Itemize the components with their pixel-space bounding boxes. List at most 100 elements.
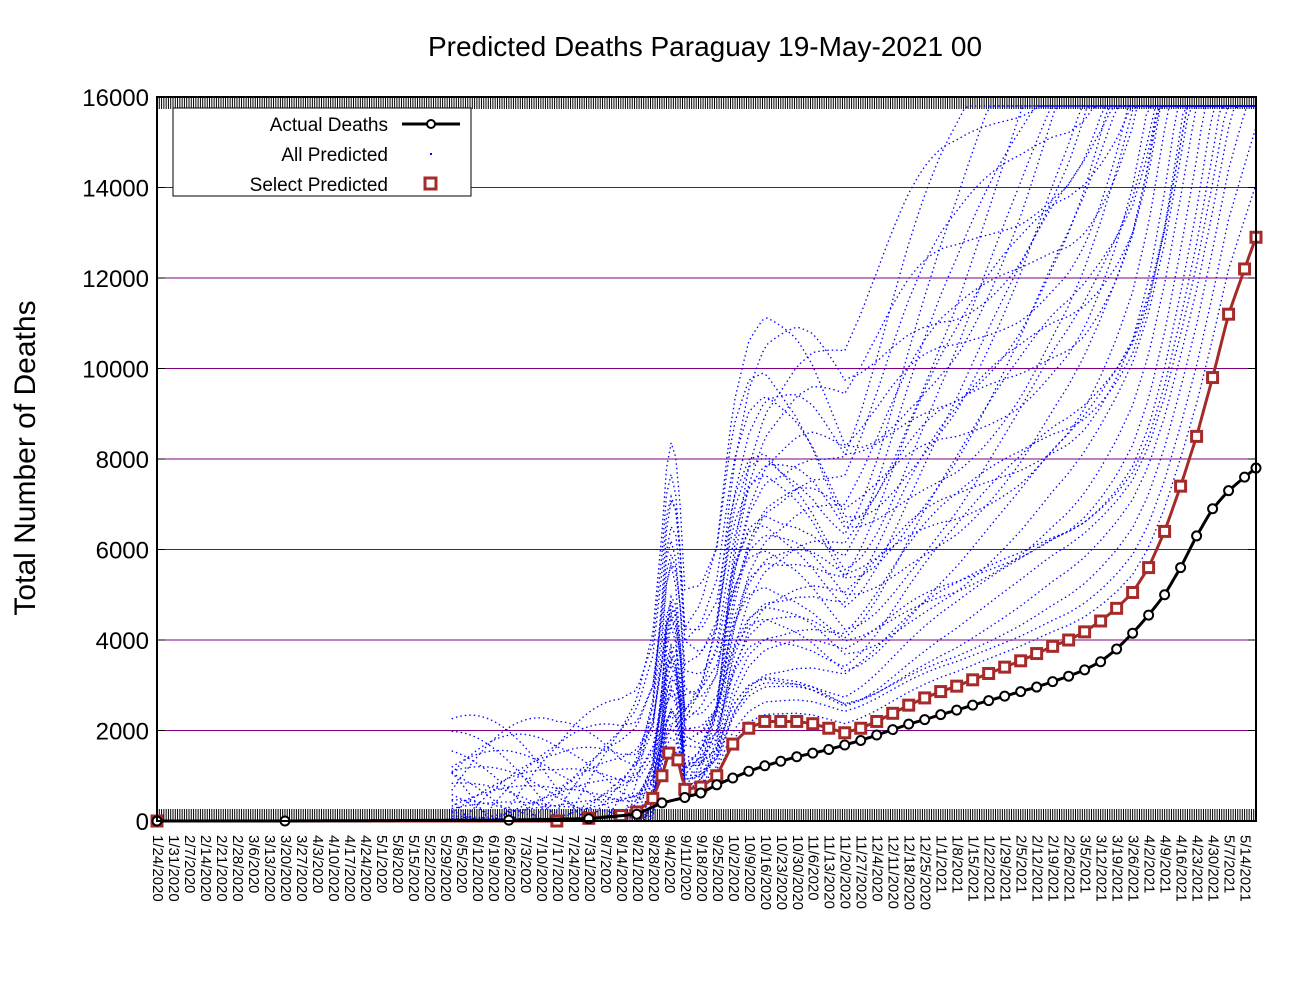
actual-deaths-point	[1159, 589, 1171, 601]
select-predicted-point	[790, 714, 804, 728]
all-predicted-curve	[451, 105, 1256, 822]
actual-deaths-point	[759, 760, 771, 772]
actual-deaths-point	[1063, 670, 1075, 682]
x-tick-label: 3/6/2020	[245, 835, 262, 893]
x-tick-label: 2/26/2021	[1061, 835, 1078, 902]
actual-deaths-point	[1031, 681, 1043, 693]
select-predicted-point	[982, 666, 996, 680]
actual-deaths-point	[855, 734, 867, 746]
select-predicted-point	[726, 737, 740, 751]
x-tick-label: 7/10/2020	[533, 835, 550, 902]
select-predicted-point	[806, 717, 820, 731]
all-predicted-curve	[451, 105, 1256, 822]
legend-all-marker	[430, 153, 432, 155]
x-axis-ticks: 1/24/20201/31/20202/7/20202/14/20202/21/…	[149, 97, 1257, 910]
chart-title: Predicted Deaths Paraguay 19-May-2021 00	[428, 31, 982, 62]
select-predicted-point	[1206, 371, 1220, 385]
actual-deaths-point	[935, 709, 947, 721]
x-tick-label: 7/24/2020	[565, 835, 582, 902]
actual-deaths-point	[951, 704, 963, 716]
actual-deaths-point	[1239, 471, 1251, 483]
x-tick-label: 9/25/2020	[709, 835, 726, 902]
select-predicted-point	[774, 714, 788, 728]
select-predicted-point	[1046, 639, 1060, 653]
x-tick-label: 4/23/2021	[1189, 835, 1206, 902]
actual-deaths-point	[967, 699, 979, 711]
all-predicted-curve	[451, 105, 1256, 807]
actual-deaths-point	[1079, 664, 1091, 676]
select-predicted-point	[918, 691, 932, 705]
x-tick-label: 8/14/2020	[613, 835, 630, 902]
select-predicted-point	[1222, 307, 1236, 321]
all-predicted-curve	[451, 105, 1256, 821]
actual-deaths-point	[727, 772, 739, 784]
all-predicted-curve	[451, 105, 1256, 822]
x-tick-label: 10/9/2020	[741, 835, 758, 902]
x-tick-label: 9/4/2020	[661, 835, 678, 893]
legend: Actual Deaths All Predicted Select Predi…	[172, 107, 472, 197]
select-predicted-point	[1158, 524, 1172, 538]
actual-deaths-point	[823, 744, 835, 756]
x-tick-label: 2/12/2021	[1029, 835, 1046, 902]
x-tick-label: 5/22/2020	[421, 835, 438, 902]
select-predicted-point	[1014, 654, 1028, 668]
y-axis-label: Total Number of Deaths	[9, 300, 42, 615]
all-predicted-curve	[451, 105, 1256, 822]
actual-deaths-point	[887, 724, 899, 736]
all-predicted-curve	[451, 105, 1256, 822]
x-tick-label: 3/19/2021	[1109, 835, 1126, 902]
x-tick-label: 10/30/2020	[789, 835, 806, 910]
all-predicted-curve	[451, 237, 1257, 822]
all-predicted-curve	[451, 105, 1256, 822]
x-tick-label: 4/30/2021	[1205, 835, 1222, 902]
select-predicted-point	[1078, 625, 1092, 639]
select-predicted-point	[1126, 585, 1140, 599]
x-tick-label: 4/9/2021	[1157, 835, 1174, 893]
legend-actual-marker	[426, 119, 436, 129]
legend-actual-label: Actual Deaths	[270, 115, 388, 136]
all-predicted-curve	[451, 105, 1256, 822]
actual-deaths-point	[919, 714, 931, 726]
y-tick-label: 2000	[96, 719, 149, 746]
select-predicted-point	[646, 791, 660, 805]
x-tick-label: 4/3/2020	[309, 835, 326, 893]
all-predicted-curve	[451, 105, 1256, 799]
select-predicted-point	[966, 673, 980, 687]
select-predicted-point	[822, 721, 836, 735]
x-tick-label: 11/13/2020	[821, 835, 838, 909]
actual-deaths-point	[1111, 643, 1123, 655]
select-predicted-point	[1094, 614, 1108, 628]
all-predicted-series	[451, 105, 1257, 822]
x-tick-label: 11/6/2020	[805, 835, 822, 901]
all-predicted-curve	[451, 105, 1256, 822]
all-predicted-curve	[451, 105, 1256, 822]
x-tick-label: 2/19/2021	[1045, 835, 1062, 902]
x-tick-label: 2/7/2020	[181, 835, 198, 893]
actual-deaths-point	[1223, 485, 1235, 497]
x-tick-label: 1/1/2021	[933, 835, 950, 893]
x-tick-label: 4/10/2020	[325, 835, 342, 902]
x-tick-label: 5/1/2020	[373, 835, 390, 893]
x-tick-label: 1/29/2021	[997, 835, 1014, 902]
x-tick-label: 2/5/2021	[1013, 835, 1030, 893]
x-tick-label: 7/17/2020	[549, 835, 566, 902]
select-predicted-point	[854, 721, 868, 735]
actual-deaths-point	[631, 808, 643, 820]
select-predicted-point	[655, 769, 669, 783]
all-predicted-curve	[451, 105, 1256, 814]
y-tick-label: 8000	[96, 447, 149, 474]
actual-deaths-point	[983, 695, 995, 707]
x-tick-label: 1/24/2020	[149, 835, 166, 902]
x-tick-label: 2/21/2020	[213, 835, 230, 902]
all-predicted-curve	[451, 105, 1256, 822]
y-tick-label: 14000	[82, 176, 149, 203]
actual-deaths-point	[679, 791, 691, 803]
select-predicted-point	[1238, 262, 1252, 276]
actual-deaths-point	[743, 765, 755, 777]
x-tick-label: 3/26/2021	[1125, 835, 1142, 902]
x-tick-label: 5/8/2020	[389, 835, 406, 893]
x-tick-label: 8/21/2020	[629, 835, 646, 902]
all-predicted-curve	[451, 105, 1256, 822]
all-predicted-curve	[451, 105, 1256, 822]
